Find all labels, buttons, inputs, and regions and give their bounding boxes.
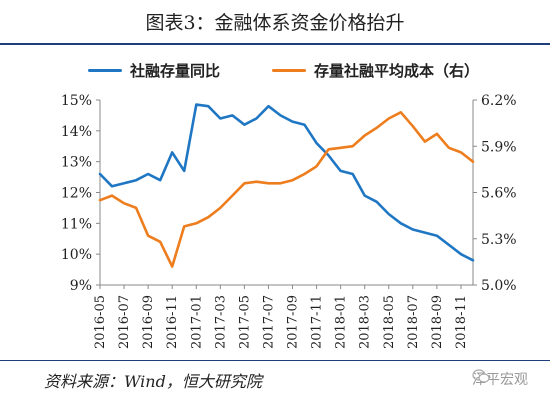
right-tick-label: 5.3% — [481, 232, 517, 248]
x-tick-label: 2016-09 — [141, 295, 156, 349]
x-tick-label: 2017-09 — [286, 295, 301, 349]
x-tick-label: 2018-03 — [358, 295, 373, 349]
left-tick-label: 14% — [61, 124, 92, 140]
x-tick-label: 2016-07 — [117, 295, 132, 349]
wechat-icon — [472, 369, 490, 383]
x-tick-label: 2018-11 — [454, 295, 469, 349]
left-tick-label: 10% — [61, 247, 92, 263]
x-tick-label: 2017-07 — [261, 295, 276, 349]
right-tick-label: 5.9% — [481, 139, 517, 155]
x-tick-label: 2017-01 — [189, 295, 204, 349]
x-tick-label: 2017-03 — [213, 295, 228, 349]
legend-label-orange: 存量社融平均成本（右） — [314, 62, 480, 80]
source-divider — [0, 360, 550, 361]
left-tick-label: 15% — [61, 93, 92, 109]
series-line-social-financing-yoy — [98, 103, 475, 262]
source-note: 资料来源：Wind，恒大研究院 — [44, 372, 262, 391]
series-line-social-financing-cost — [98, 111, 475, 268]
chart-title: 图表3：金融体系资金价格抬升 — [145, 12, 405, 34]
left-tick-label: 11% — [61, 216, 92, 232]
right-tick-label: 5.6% — [481, 186, 517, 202]
x-tick-label: 2018-07 — [406, 295, 421, 349]
right-tick-label: 5.0% — [481, 278, 517, 294]
x-tick-label: 2018-01 — [334, 295, 349, 349]
legend-label-blue: 社融存量同比 — [130, 62, 221, 80]
left-tick-label: 13% — [61, 155, 92, 171]
right-tick-label: 6.2% — [481, 93, 517, 109]
x-tick-label: 2016-05 — [93, 295, 108, 349]
title-divider — [0, 43, 550, 45]
legend-swatch-blue — [88, 69, 122, 72]
legend-swatch-orange — [272, 69, 306, 72]
x-tick-label: 2017-11 — [310, 295, 325, 349]
x-tick-label: 2017-05 — [237, 295, 252, 349]
legend-item-blue: 社融存量同比 — [88, 60, 220, 81]
left-tick-label: 9% — [70, 278, 92, 294]
watermark: 泽平宏观 — [472, 369, 528, 389]
x-tick-label: 2018-09 — [430, 295, 445, 349]
x-tick-label: 2016-11 — [165, 295, 180, 349]
x-tick-label: 2018-05 — [382, 295, 397, 349]
chart-legend: 社融存量同比 存量社融平均成本（右） — [0, 60, 550, 84]
legend-item-orange: 存量社融平均成本（右） — [272, 60, 479, 81]
left-tick-label: 12% — [61, 186, 92, 202]
